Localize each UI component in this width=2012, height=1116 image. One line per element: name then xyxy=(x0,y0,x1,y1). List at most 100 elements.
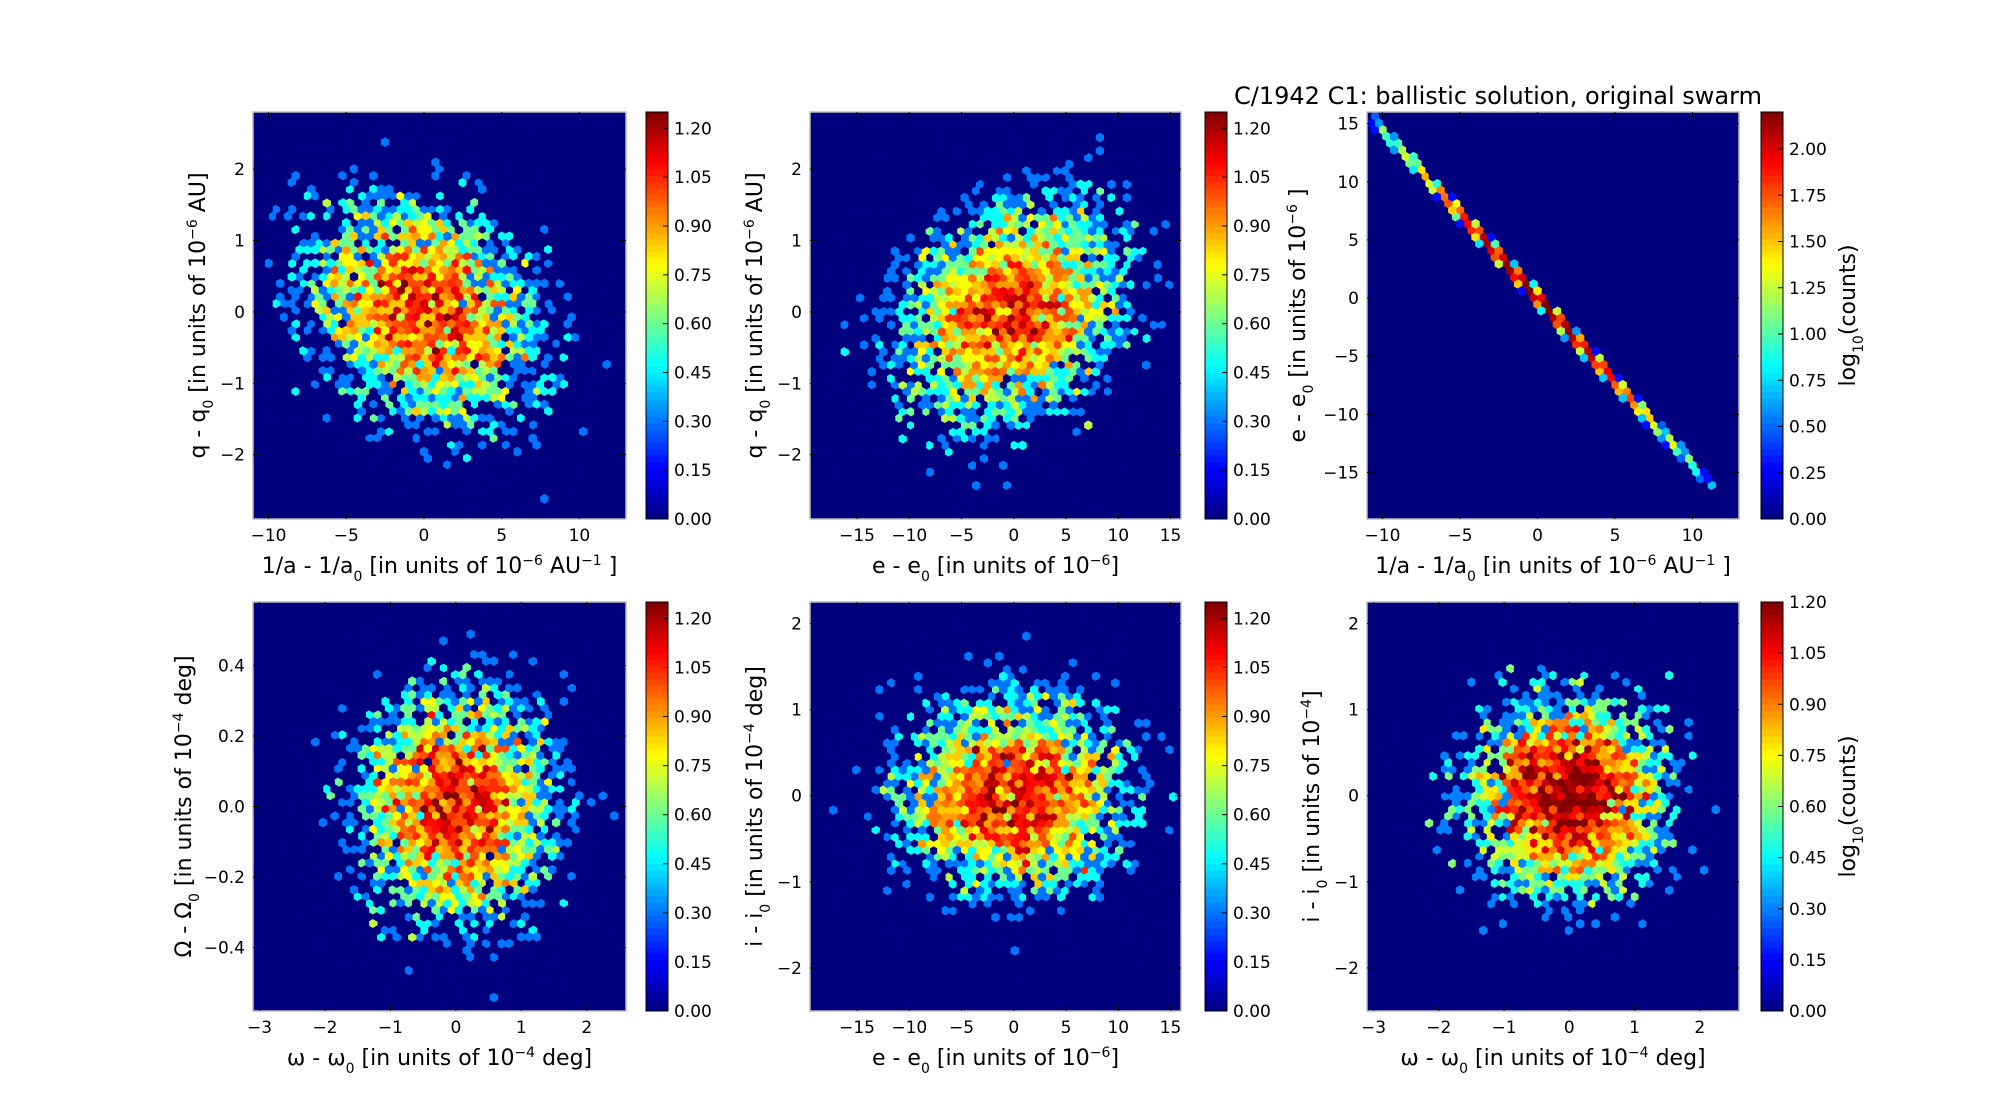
colorbar-segment xyxy=(646,309,668,316)
colorbar-segment xyxy=(646,992,668,999)
colorbar-segment xyxy=(646,163,668,170)
hexbin-cell xyxy=(482,528,490,538)
colorbar-segment xyxy=(1205,500,1227,507)
x-tick-label: 0 xyxy=(1008,526,1019,546)
colorbar-segment xyxy=(646,442,668,449)
colorbar-segment xyxy=(646,966,668,973)
y-tick-label: −1 xyxy=(777,374,802,394)
colorbar-segment xyxy=(1761,512,1783,519)
label-part: −1 xyxy=(581,553,602,569)
colorbar-segment xyxy=(1761,175,1783,182)
colorbar-segment xyxy=(1205,449,1227,456)
colorbar-segment xyxy=(646,698,668,705)
y-tick-label: −1 xyxy=(220,374,245,394)
colorbar-segment xyxy=(646,277,668,284)
colorbar-segment xyxy=(646,666,668,673)
label-part: [in units of 10 xyxy=(355,1046,515,1071)
colorbar-segment xyxy=(1761,239,1783,246)
colorbar-segment xyxy=(646,972,668,979)
hexbin-cell xyxy=(210,312,219,322)
y-tick-label: 5 xyxy=(1348,231,1359,251)
label-part: −6 xyxy=(522,553,543,569)
colorbar-segment xyxy=(1761,118,1783,125)
colorbar-segment xyxy=(1761,455,1783,462)
colorbar-segment xyxy=(1761,341,1783,348)
colorbar-segment xyxy=(646,768,668,775)
colorbar-segment xyxy=(1205,302,1227,309)
y-tick-label: −0.4 xyxy=(204,939,245,959)
colorbar-segment xyxy=(1205,315,1227,322)
label-part: ] xyxy=(1110,554,1119,579)
label-part: −6 xyxy=(742,219,758,240)
colorbar-segment xyxy=(646,876,668,883)
colorbar: 0.000.150.300.450.600.750.901.051.20 xyxy=(646,112,712,530)
colorbar-segment xyxy=(646,252,668,259)
colorbar-segment xyxy=(1761,366,1783,373)
colorbar-segment xyxy=(646,315,668,322)
label-part: 0 xyxy=(1467,569,1476,585)
y-tick-label: 1 xyxy=(791,232,802,252)
hexbin-cell xyxy=(1181,692,1189,702)
colorbar-segment xyxy=(1761,131,1783,138)
colorbar-tick-label: 0.90 xyxy=(1233,217,1271,237)
colorbar-segment xyxy=(646,787,668,794)
x-tick-label: 15 xyxy=(1160,526,1182,546)
y-tick-label: −10 xyxy=(1323,405,1359,425)
colorbar-segment xyxy=(646,474,668,481)
label-part: [in units of 10 xyxy=(186,240,211,400)
colorbar-segment xyxy=(1205,372,1227,379)
colorbar-tick-label: 0.00 xyxy=(674,1002,712,1022)
x-axis-label: ω - ω0 [in units of 10−4 deg] xyxy=(287,1045,592,1077)
x-tick-label: −2 xyxy=(312,1018,337,1038)
colorbar-tick-label: 0.90 xyxy=(674,217,712,237)
hexbin-cell xyxy=(988,93,996,103)
colorbar-tick-label: 0.00 xyxy=(674,510,712,530)
colorbar-segment xyxy=(646,137,668,144)
label-part: 10 xyxy=(1851,335,1867,353)
y-tick-label: 0 xyxy=(234,303,245,323)
colorbar-segment xyxy=(646,653,668,660)
colorbar-segment xyxy=(1761,404,1783,411)
colorbar-tick-label: 0.25 xyxy=(1789,464,1827,484)
hexbin-cell xyxy=(389,528,397,538)
colorbar-segment xyxy=(646,411,668,418)
colorbar-segment xyxy=(646,915,668,922)
colorbar-segment xyxy=(646,755,668,762)
hexbin-cell xyxy=(1739,521,1747,531)
y-tick-label: 0 xyxy=(1348,289,1359,309)
colorbar-segment xyxy=(646,207,668,214)
colorbar-segment xyxy=(1205,341,1227,348)
colorbar-segment xyxy=(646,436,668,443)
y-tick-label: 2 xyxy=(791,160,802,180)
colorbar-segment xyxy=(1761,468,1783,475)
colorbar-segment xyxy=(646,468,668,475)
y-axis-label: e - e0 [in units of 10−6 ] xyxy=(1285,188,1317,442)
label-part: −6 xyxy=(1636,553,1657,569)
colorbar-segment xyxy=(1205,169,1227,176)
colorbar-segment xyxy=(1761,163,1783,170)
colorbar-segment xyxy=(1761,372,1783,379)
label-part: Ω - Ω xyxy=(172,902,197,958)
colorbar-segment xyxy=(1205,264,1227,271)
colorbar-segment xyxy=(646,500,668,507)
colorbar-segment xyxy=(646,902,668,909)
hexbin-cell xyxy=(1312,51,1320,61)
colorbar-segment xyxy=(1205,461,1227,468)
colorbar-segment xyxy=(1761,493,1783,500)
hexbin-cell xyxy=(1181,119,1189,129)
hexbin-cell xyxy=(237,824,245,834)
colorbar-segment xyxy=(1761,271,1783,278)
x-tick-label: 10 xyxy=(1682,526,1704,546)
colorbar-segment xyxy=(1205,233,1227,240)
x-tick-label: 10 xyxy=(569,526,591,546)
y-tick-label: 0.0 xyxy=(218,798,245,818)
label-part: e - e xyxy=(872,554,921,579)
colorbar-segment xyxy=(1205,194,1227,201)
hexbin-cell xyxy=(218,232,226,242)
colorbar-segment xyxy=(1205,143,1227,150)
label-part: [in units of 10 xyxy=(930,554,1090,579)
x-tick-label: −3 xyxy=(247,1018,272,1038)
colorbar-segment xyxy=(646,290,668,297)
colorbar-segment xyxy=(646,233,668,240)
